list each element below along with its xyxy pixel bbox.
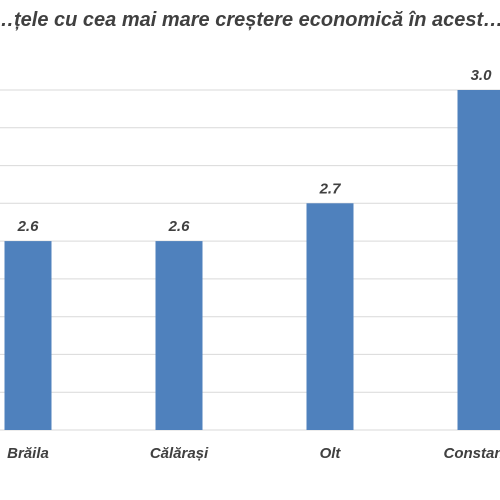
data-label-0: 2.6 bbox=[17, 218, 40, 235]
category-label-1: Călărași bbox=[150, 445, 209, 462]
category-label-0: Brăila bbox=[7, 445, 49, 462]
bar-0 bbox=[4, 241, 52, 430]
data-label-3: 3.0 bbox=[471, 67, 493, 84]
data-labels: 2.6 2.6 2.7 3.0 bbox=[17, 67, 493, 235]
category-label-2: Olt bbox=[320, 445, 342, 462]
bar-2 bbox=[306, 203, 354, 430]
bars bbox=[4, 90, 500, 430]
data-label-1: 2.6 bbox=[168, 218, 191, 235]
category-labels: Brăila Călărași Olt Constan… bbox=[7, 445, 500, 462]
data-label-2: 2.7 bbox=[319, 180, 342, 197]
bar-1 bbox=[155, 241, 203, 430]
gridlines bbox=[0, 89, 500, 393]
chart-title: …țele cu cea mai mare creștere economică… bbox=[0, 9, 500, 31]
bar-3 bbox=[457, 90, 500, 430]
category-label-3: Constan… bbox=[444, 445, 500, 462]
